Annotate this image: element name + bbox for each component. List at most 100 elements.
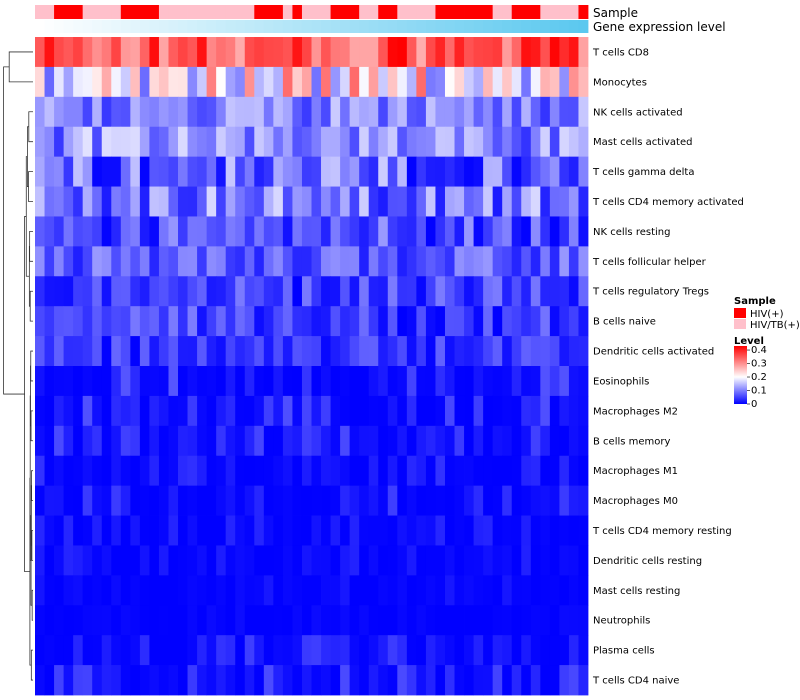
sample-annotation-cell — [225, 5, 236, 19]
heatmap-cell — [225, 455, 236, 487]
heatmap-cell — [101, 37, 112, 68]
heatmap-cell — [502, 395, 513, 427]
heatmap-cell — [559, 665, 570, 696]
heatmap-cell — [120, 575, 131, 606]
hiv-legend-label: HIV(+) — [750, 309, 784, 320]
heatmap-cell — [282, 186, 293, 217]
heatmap-cell — [492, 186, 503, 217]
heatmap-cell — [92, 515, 103, 546]
heatmap-cell — [282, 306, 293, 337]
heatmap-cell — [397, 156, 408, 187]
heatmap-cell — [416, 126, 427, 158]
heatmap-cell — [492, 665, 503, 696]
heatmap-cell — [378, 395, 389, 427]
heatmap-cell — [206, 665, 217, 696]
heatmap-cell — [178, 156, 188, 187]
sample-annotation-bar — [35, 5, 589, 19]
heatmap-cell — [101, 545, 112, 576]
heatmap-cell — [130, 515, 141, 546]
heatmap-cell — [406, 366, 417, 397]
heatmap-cell — [263, 216, 274, 247]
heatmap-cell — [139, 216, 150, 247]
heatmap-cell — [158, 186, 169, 217]
heatmap-cell — [35, 336, 45, 367]
heatmap-cell — [282, 66, 293, 98]
heatmap-cell — [521, 545, 532, 576]
heatmap-cell — [178, 216, 188, 247]
heatmap-cell — [340, 605, 351, 636]
heatmap-cell — [216, 336, 227, 367]
sample-annotation-cell — [168, 5, 179, 19]
heatmap-cell — [378, 605, 389, 636]
heatmap-cell — [139, 485, 150, 516]
row-label: Plasma cells — [593, 646, 655, 657]
heatmap-cell — [54, 455, 65, 487]
heatmap-cell — [73, 186, 84, 217]
heatmap-cell — [82, 156, 93, 187]
heatmap-cell — [82, 485, 93, 516]
sample-annotation-cell — [263, 5, 274, 19]
heatmap-cell — [464, 336, 474, 367]
sample-annotation-cell — [216, 5, 227, 19]
heatmap-cell — [111, 276, 122, 307]
heatmap-cell — [282, 425, 293, 457]
heatmap-cell — [130, 306, 141, 337]
heatmap-cell — [521, 246, 532, 277]
heatmap-cell — [235, 276, 246, 307]
heatmap-cell — [254, 96, 265, 128]
heatmap-cell — [158, 126, 169, 158]
heatmap-cell — [44, 515, 55, 546]
heatmap-cell — [187, 96, 198, 128]
heatmap-cell — [168, 515, 179, 546]
heatmap-cell — [444, 306, 455, 337]
heatmap-cell — [530, 66, 541, 98]
heatmap-cell — [387, 216, 398, 247]
heatmap-cell — [435, 66, 446, 98]
sample-annotation-cell — [568, 5, 579, 19]
heatmap-cell — [368, 455, 379, 487]
heatmap-cell — [578, 395, 589, 427]
sample-legend-title: Sample — [734, 296, 776, 307]
heatmap-cell — [444, 336, 455, 367]
heatmap-cell — [568, 126, 579, 158]
heatmap-cell — [568, 605, 579, 636]
heatmap-cell — [92, 37, 103, 68]
heatmap-cell — [559, 66, 570, 98]
row-label: Mast cells resting — [593, 586, 680, 597]
heatmap-cell — [149, 276, 160, 307]
heatmap-cell — [416, 545, 427, 576]
heatmap-cell — [330, 246, 341, 277]
heatmap-cell — [559, 515, 570, 546]
heatmap-cell — [464, 545, 474, 576]
heatmap-cell — [82, 515, 93, 546]
heatmap-cell — [511, 515, 522, 546]
heatmap-cell — [254, 366, 265, 397]
heatmap-cell — [578, 126, 589, 158]
heatmap-cell — [206, 246, 217, 277]
heatmap-cell — [511, 246, 522, 277]
level-tick-label: 0.3 — [751, 359, 767, 370]
heatmap-cell — [139, 126, 150, 158]
heatmap-cell — [397, 635, 408, 666]
heatmap-cell — [178, 96, 188, 128]
heatmap-cell — [311, 575, 322, 606]
heatmap-cell — [368, 37, 379, 68]
heatmap-cell — [321, 156, 331, 187]
heatmap-cell — [292, 485, 303, 516]
heatmap-cell — [235, 66, 246, 98]
heatmap-cell — [321, 246, 331, 277]
heatmap-cell — [178, 605, 188, 636]
heatmap-cell — [416, 665, 427, 696]
heatmap-cell — [92, 605, 103, 636]
heatmap-cell — [216, 455, 227, 487]
heatmap-cell — [73, 425, 84, 457]
heatmap-cell — [35, 276, 45, 307]
heatmap-cell — [254, 575, 265, 606]
heatmap-cell — [187, 605, 198, 636]
sample-annotation-cell — [35, 5, 45, 19]
heatmap-cell — [63, 635, 74, 666]
heatmap-cell — [435, 96, 446, 128]
heatmap-cell — [139, 306, 150, 337]
heatmap-cell — [330, 605, 341, 636]
heatmap-cell — [263, 306, 274, 337]
